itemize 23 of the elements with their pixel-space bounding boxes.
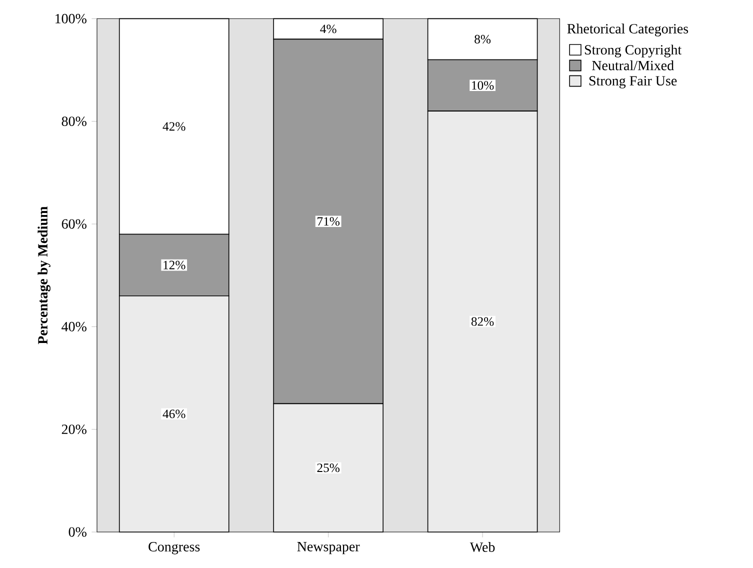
data-label: 8% [474, 34, 491, 44]
legend-label: Strong Copyright [584, 44, 682, 58]
y-axis-title: Percentage by Medium [38, 206, 50, 344]
data-label: 25% [317, 464, 340, 472]
y-tick-label: 80% [62, 116, 86, 126]
data-label: 46% [162, 410, 186, 418]
data-label: 82% [471, 317, 494, 326]
legend-title: Rhetorical Categories [567, 24, 688, 36]
y-tick-label: 100% [56, 14, 86, 24]
data-label: 42% [162, 122, 186, 131]
y-tick-label: 40% [62, 322, 86, 332]
legend-label: Strong Fair Use [589, 76, 677, 88]
x-tick-label: Newspaper [297, 542, 360, 554]
y-tick-label: 60% [62, 219, 86, 229]
x-tick-label: Congress [148, 542, 200, 554]
y-tick-label: 20% [62, 424, 86, 434]
data-label: 12% [164, 260, 186, 270]
data-label: 10% [472, 81, 494, 90]
y-tick-label: 0% [68, 527, 86, 537]
legend-label: Neutral/Mixed [592, 60, 674, 70]
x-tick-label: Web [470, 542, 495, 552]
data-label: 4% [320, 24, 336, 34]
data-label: 71% [318, 217, 340, 226]
